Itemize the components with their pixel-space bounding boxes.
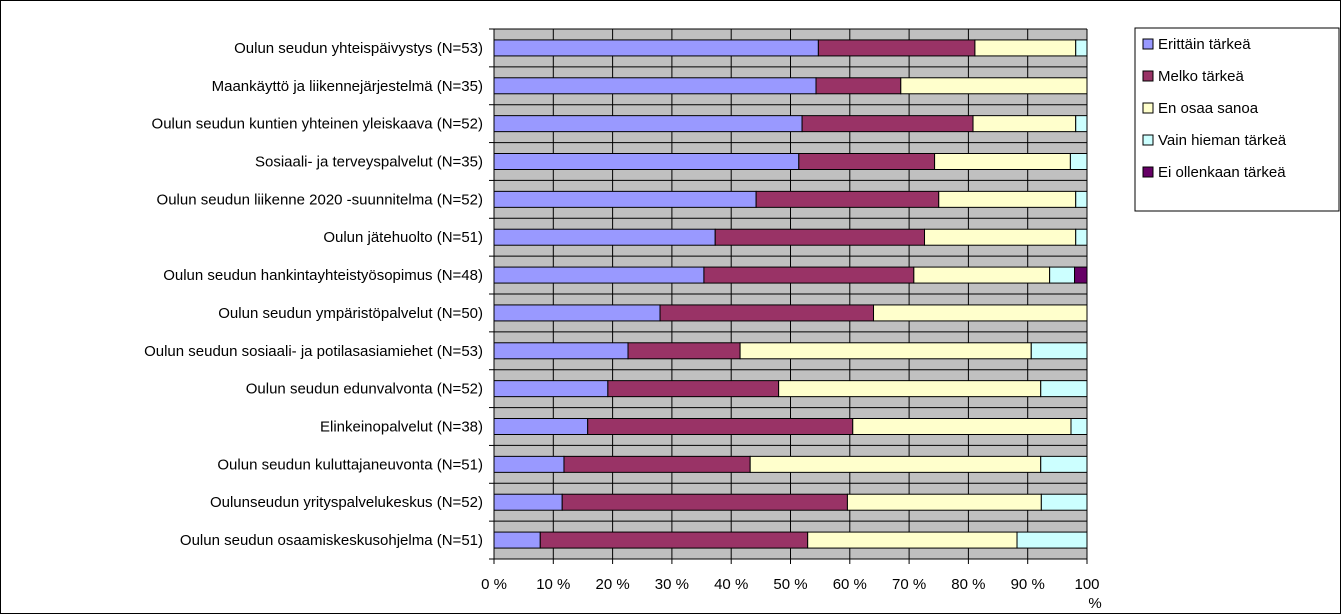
bar-segment	[1049, 266, 1076, 284]
bar-segment	[1040, 380, 1088, 398]
x-tick-label: 100	[1074, 576, 1099, 593]
bar-segment	[493, 418, 589, 435]
bar-segment	[913, 266, 1051, 284]
bar-segment	[801, 115, 974, 133]
category-label: Oulun seudun liikenne 2020 -suunnitelma …	[157, 191, 483, 208]
x-tick-label: 40 %	[714, 576, 748, 593]
x-tick-label-unit: %	[1088, 595, 1101, 612]
axes	[489, 28, 1088, 564]
bar-segment	[938, 190, 1077, 208]
category-labels: Oulun seudun yhteispäivystys (N=53) Maank…	[144, 40, 483, 549]
x-tick-label: 90 %	[1011, 576, 1045, 593]
bar-segment	[493, 266, 705, 284]
x-tick-label: 10 %	[536, 576, 570, 593]
legend-swatch	[1142, 70, 1154, 82]
bar-segment	[934, 153, 1071, 170]
x-tick-label: 20 %	[595, 576, 629, 593]
category-label: Oulun seudun osaamiskeskusohjelma (N=51)	[180, 532, 483, 549]
bar-segment	[714, 228, 926, 246]
bar-segment	[587, 418, 854, 435]
bar-segment	[493, 228, 716, 246]
bar-segment	[852, 418, 1072, 435]
bar-segment	[1070, 418, 1088, 435]
category-label: Oulun seudun kuntien yhteinen yleiskaava…	[152, 116, 483, 133]
bar-segment	[924, 228, 1077, 246]
bar-segment	[807, 531, 1018, 549]
legend-label: En osaa sanoa	[1158, 100, 1259, 117]
category-label: Elinkeinopalvelut (N=38)	[320, 419, 483, 436]
bar-segment	[846, 493, 1042, 511]
legend-box	[1134, 27, 1340, 212]
legend-label: Ei ollenkaan tärkeä	[1158, 164, 1286, 181]
bar-segment	[493, 39, 819, 57]
legend-swatch	[1142, 166, 1154, 178]
bar-segment	[493, 115, 803, 133]
bar-segment	[1016, 531, 1088, 549]
bar-segment	[493, 380, 609, 398]
legend-label: Vain hieman tärkeä	[1158, 132, 1287, 149]
bar-segment	[1040, 493, 1088, 511]
category-label: Oulun seudun hankintayhteistyösopimus (N…	[163, 267, 483, 284]
x-tick-label: 80 %	[951, 576, 985, 593]
category-label: Sosiaali- ja terveyspalvelut (N=35)	[255, 154, 483, 171]
bar-segment	[739, 342, 1032, 360]
category-label: Oulun seudun edunvalvonta (N=52)	[246, 381, 483, 398]
bar-segment	[627, 342, 741, 360]
x-tick-label: 0 %	[481, 576, 507, 593]
bar-segment	[561, 493, 848, 511]
bar-segment	[493, 77, 817, 95]
x-tick-label: 50 %	[773, 576, 807, 593]
category-label: Oulunseudun yrityspalvelukeskus (N=52)	[210, 494, 483, 511]
bar-segment	[972, 115, 1077, 133]
bar-segment	[1075, 228, 1088, 246]
bar-segment	[1075, 115, 1088, 133]
bar-segment	[1030, 342, 1088, 360]
bar-segment	[1069, 153, 1088, 170]
bars	[493, 39, 1088, 549]
bar-segment	[493, 190, 757, 208]
category-label: Maankäyttö ja liikennejärjestelmä (N=35)	[212, 78, 483, 95]
legend-label: Melko tärkeä	[1158, 68, 1245, 85]
legend-swatch	[1142, 134, 1154, 146]
bar-segment	[749, 455, 1042, 473]
bar-segment	[493, 304, 661, 322]
x-tick-labels: 0 % 10 % 20 % 30 % 40 % 50 % 60 % 70 % 80 % 90 % 1…	[481, 576, 1102, 612]
bar-segment	[815, 77, 902, 95]
bar-segment	[873, 304, 1088, 322]
x-tick-label: 30 %	[655, 576, 689, 593]
bar-segment	[493, 493, 563, 511]
category-label: Oulun seudun sosiaali- ja potilasasiamie…	[144, 343, 483, 360]
x-tick-label: 70 %	[892, 576, 926, 593]
bar-segment	[900, 77, 1088, 95]
bar-segment	[798, 153, 936, 170]
bar-segment	[755, 190, 940, 208]
legend-swatch	[1142, 38, 1154, 50]
bar-segment	[778, 380, 1042, 398]
x-tick-label: 60 %	[833, 576, 867, 593]
legend-swatch	[1142, 102, 1154, 114]
bar-segment	[1075, 39, 1088, 57]
legend: Erittäin tärkeä Melko tärkeä En osaa sanoa…	[1134, 27, 1340, 212]
legend-label: Erittäin tärkeä	[1158, 36, 1251, 53]
category-label: Oulun jätehuolto (N=51)	[323, 229, 483, 246]
bar-segment	[1075, 190, 1088, 208]
bar-segment	[493, 531, 541, 549]
category-label: Oulun seudun ympäristöpalvelut (N=50)	[218, 305, 483, 322]
bar-segment	[1040, 455, 1088, 473]
bar-segment	[493, 455, 565, 473]
bar-segment	[659, 304, 875, 322]
bar-segment	[1074, 266, 1088, 284]
bar-segment	[607, 380, 780, 398]
category-label: Oulun seudun yhteispäivystys (N=53)	[234, 40, 483, 57]
bar-segment	[974, 39, 1077, 57]
bar-segment	[539, 531, 809, 549]
bar-segment	[563, 455, 751, 473]
bar-segment	[817, 39, 976, 57]
category-label: Oulun seudun kuluttajaneuvonta (N=51)	[217, 456, 483, 473]
bar-segment	[493, 342, 629, 360]
bar-segment	[493, 153, 800, 170]
bar-segment	[703, 266, 915, 284]
